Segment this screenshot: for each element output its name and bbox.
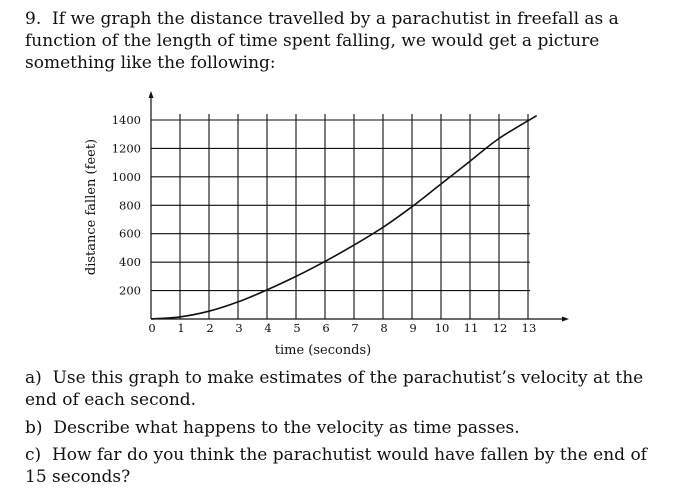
y-tick-label: 1400: [112, 113, 141, 127]
x-tick-label: 10: [435, 321, 450, 335]
x-tick-label: 4: [264, 321, 271, 335]
y-tick-label: 400: [119, 255, 141, 269]
x-tick-label: 3: [235, 321, 242, 335]
distance-curve-group: [150, 115, 538, 320]
x-tick-label: 9: [409, 321, 416, 335]
x-axis-arrow: [562, 316, 569, 322]
y-tick-labels: 200 400 600 800 1000 1200 1400: [112, 113, 141, 298]
y-tick-label: 800: [119, 198, 141, 212]
question-a-text: Use this graph to make estimates of the …: [25, 368, 644, 410]
problem-intro: 9. If we graph the distance travelled by…: [25, 8, 655, 74]
question-c-text: How far do you think the parachutist wou…: [25, 445, 647, 487]
x-tick-label: 0: [148, 321, 155, 335]
x-tick-label: 8: [380, 321, 387, 335]
chart-grid: [151, 114, 530, 319]
question-b-text: Describe what happens to the velocity as…: [53, 418, 520, 438]
x-axis-label: time (seconds): [275, 343, 372, 358]
question-a-label: a): [25, 368, 42, 388]
chart-axes: [148, 91, 569, 322]
question-c-label: c): [25, 445, 42, 465]
distance-curve: [150, 115, 538, 320]
x-tick-label: 5: [293, 321, 300, 335]
question-b: b) Describe what happens to the velocity…: [25, 417, 655, 439]
x-tick-label: 1: [177, 321, 184, 335]
y-tick-label: 1200: [112, 141, 141, 155]
x-tick-label: 11: [464, 321, 479, 335]
question-a: a) Use this graph to make estimates of t…: [25, 367, 655, 411]
problem-intro-text: If we graph the distance travelled by a …: [25, 9, 619, 73]
x-tick-labels: 0 1 2 3 4 5 6 7 8 9 10 11 12 13: [148, 321, 536, 335]
question-b-label: b): [25, 418, 43, 438]
x-tick-label: 2: [206, 321, 213, 335]
question-c: c) How far do you think the parachutist …: [25, 444, 655, 488]
x-tick-label: 7: [351, 321, 358, 335]
y-tick-label: 600: [119, 227, 141, 241]
problem-number: 9.: [25, 9, 42, 29]
y-axis-label: distance fallen (feet): [84, 139, 99, 275]
y-tick-label: 200: [119, 284, 141, 298]
y-axis-arrow: [148, 91, 154, 98]
x-tick-label: 12: [493, 321, 508, 335]
x-tick-label: 6: [322, 321, 329, 335]
x-tick-label: 13: [522, 321, 537, 335]
y-tick-label: 1000: [112, 170, 141, 184]
